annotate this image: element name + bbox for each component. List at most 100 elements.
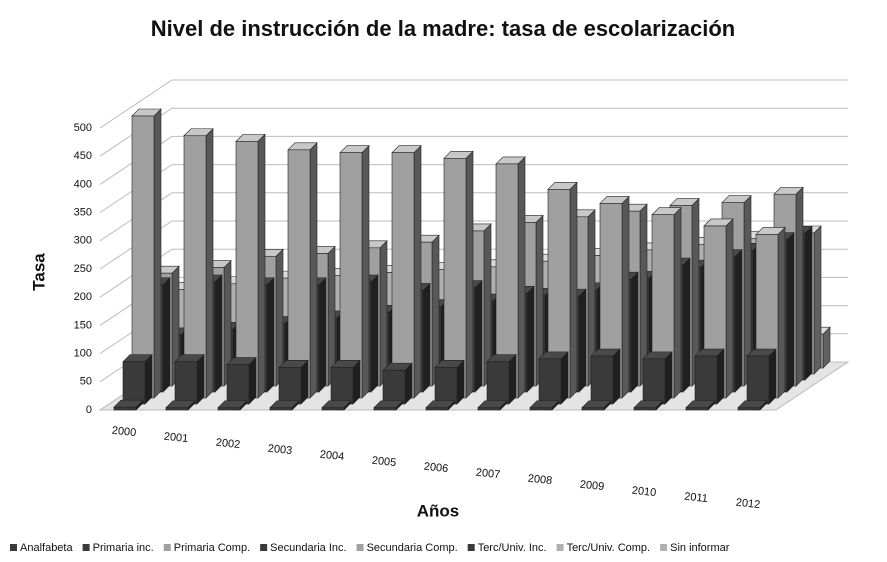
- bar-side: [214, 274, 223, 393]
- bar-side: [144, 353, 153, 405]
- y-tick-label: 400: [74, 178, 92, 190]
- legend-swatch: [660, 544, 668, 551]
- bar: [434, 359, 465, 405]
- legend-label: Secundaria Comp.: [367, 542, 458, 554]
- bar-front: [321, 407, 345, 411]
- grid-line: [99, 164, 848, 214]
- bar-side: [804, 225, 813, 381]
- bar-front: [685, 407, 709, 411]
- legend-label: Terc/Univ. Inc.: [478, 542, 547, 554]
- bar-side: [196, 353, 205, 405]
- bar: [529, 400, 560, 411]
- bar: [486, 353, 517, 405]
- grid-line: [99, 107, 848, 157]
- bar-side: [465, 150, 474, 399]
- y-tick-label: 450: [74, 150, 92, 162]
- x-tick-label: 2005: [371, 455, 397, 469]
- legend-label: Secundaria Inc.: [270, 542, 346, 554]
- bar-front: [391, 152, 415, 399]
- bar-side: [630, 271, 639, 393]
- bar-front: [217, 407, 241, 411]
- bar: [590, 348, 621, 405]
- bar: [339, 144, 370, 399]
- bar-front: [434, 367, 458, 405]
- y-tick-label: 100: [74, 348, 92, 360]
- bar-side: [413, 144, 422, 399]
- bar-side: [431, 234, 440, 387]
- bar-side: [813, 225, 822, 375]
- bar-front: [694, 355, 718, 405]
- bar-front: [373, 407, 397, 411]
- legend-label: Primaria Comp.: [174, 542, 250, 554]
- bar: [547, 181, 578, 399]
- legend-label: Terc/Univ. Comp.: [567, 542, 651, 554]
- bar: [226, 356, 257, 405]
- bar: [373, 400, 404, 411]
- legend-swatch: [163, 544, 171, 551]
- grid-line: [99, 135, 848, 185]
- bar: [287, 142, 318, 399]
- bar: [495, 156, 526, 399]
- x-tick-label: 2002: [215, 437, 241, 451]
- bar-front: [529, 407, 553, 411]
- y-tick-label: 0: [86, 404, 92, 416]
- legend-swatch: [82, 544, 90, 551]
- bar-side: [379, 240, 388, 387]
- legend-swatch: [556, 544, 564, 551]
- bar-front: [642, 358, 666, 405]
- bar: [174, 353, 205, 405]
- y-tick-label: 350: [74, 207, 92, 219]
- bar: [633, 400, 664, 411]
- bar: [538, 351, 569, 405]
- bar-front: [382, 369, 406, 405]
- bar: [235, 133, 266, 399]
- bar: [737, 400, 768, 411]
- bar: [443, 150, 474, 399]
- bar-front: [425, 407, 449, 411]
- bar-side: [682, 257, 691, 393]
- bar-side: [578, 288, 587, 393]
- legend-swatch: [10, 544, 17, 551]
- bar-side: [248, 356, 257, 405]
- y-tick-label: 200: [74, 291, 92, 303]
- bar-side: [370, 274, 379, 393]
- bar: [113, 399, 144, 411]
- bar-side: [153, 108, 162, 399]
- bar-side: [526, 285, 535, 393]
- bar-side: [205, 128, 214, 399]
- x-axis-label: Años: [417, 501, 460, 520]
- bar: [425, 400, 456, 411]
- bar-front: [737, 407, 761, 411]
- bar-front: [746, 355, 770, 405]
- bar: [330, 359, 361, 405]
- bar: [581, 400, 612, 411]
- bar-side: [621, 195, 630, 399]
- bar-side: [508, 353, 517, 405]
- bar-side: [361, 144, 370, 399]
- bar-side: [777, 226, 786, 399]
- bar-side: [456, 359, 465, 405]
- x-tick-label: 2007: [475, 467, 501, 481]
- bar-side: [162, 277, 171, 393]
- bar: [321, 400, 352, 411]
- grid-line: [99, 79, 848, 129]
- bar: [269, 400, 300, 411]
- bar-side: [716, 348, 725, 405]
- y-tick-label: 250: [74, 263, 92, 275]
- legend-swatch: [356, 544, 364, 551]
- bar-front: [113, 406, 137, 411]
- legend-swatch: [467, 544, 475, 551]
- legend-label: Sin informar: [670, 542, 730, 554]
- bar-side: [318, 277, 327, 393]
- x-tick-label: 2000: [111, 425, 137, 439]
- y-axis-label: Tasa: [29, 253, 48, 291]
- bar-front: [538, 358, 562, 405]
- bar-front: [581, 407, 605, 411]
- bar-front: [278, 367, 302, 405]
- bar-side: [517, 156, 526, 399]
- bar-front: [226, 364, 250, 405]
- x-tick-label: 2006: [423, 461, 449, 475]
- bar-side: [474, 279, 483, 393]
- bar-front: [477, 407, 501, 411]
